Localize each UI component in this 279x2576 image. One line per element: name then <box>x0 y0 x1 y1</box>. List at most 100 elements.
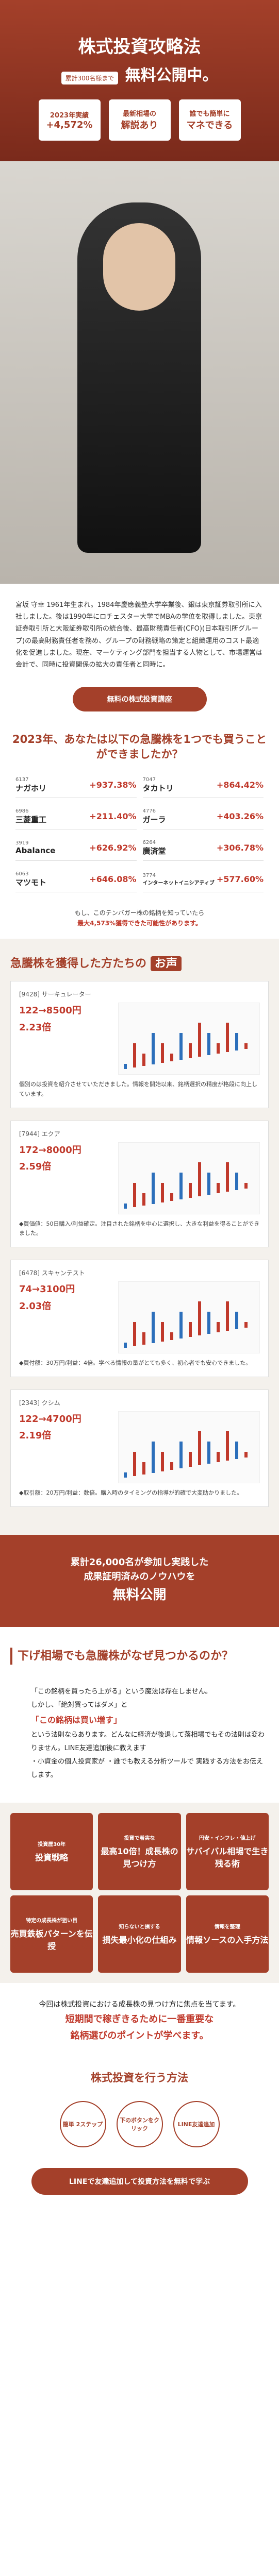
voices-title: 急騰株を獲得した方たちの お声 <box>10 954 269 972</box>
candle <box>124 1064 127 1070</box>
candle <box>189 1043 192 1059</box>
candle <box>133 1451 136 1476</box>
stock-item: 4776 ガーラ +403.26% <box>142 804 264 829</box>
hero-badge: 累計300名様まで <box>61 71 119 84</box>
candle <box>226 1301 229 1331</box>
steps-row: 簡単 2ステップ 下のボタンをクリック LINE友達追加 <box>0 2091 279 2158</box>
hero: 株式投資攻略法 累計300名様まで 無料公開中。 2023年実績 +4,572% … <box>0 0 279 161</box>
candle <box>152 1172 155 1204</box>
candle <box>133 1043 136 1068</box>
candle <box>124 1203 127 1209</box>
step-circle: 簡単 2ステップ <box>59 2101 106 2148</box>
candle <box>198 1431 201 1465</box>
candle-chart <box>118 1281 260 1354</box>
candle <box>217 1043 220 1054</box>
hero-subtitle: 無料公開中。 <box>125 66 218 84</box>
feature-tile: 円安・インフレ・値上げ サバイバル相場で生き残る術 <box>186 1812 269 1890</box>
hero-title: 株式投資攻略法 <box>78 37 201 57</box>
candle <box>244 1322 248 1328</box>
stock-item: 6264 廣済堂 +306.78% <box>142 836 264 861</box>
stock-item: 7047 タカトリ +864.42% <box>142 773 264 798</box>
feature-grid: 投資歴30年 投資戦略 投資で着実な 最高10倍！成長株の見つけ方 円安・インフレ・… <box>0 1802 279 1983</box>
free-course-button[interactable]: 無料の株式投資講座 <box>72 686 207 711</box>
feature-tile: 特定の成長株が狙い目 売買鉄板パターンを伝授 <box>10 1895 93 1973</box>
candle <box>179 1312 183 1339</box>
candle <box>179 1033 183 1060</box>
why-title: 下げ相場でも急騰株がなぜ見つかるのか？ <box>10 1647 269 1665</box>
stock-item: 3774 インターネットイニシアティブ +577.60% <box>142 867 264 892</box>
candle <box>244 1451 248 1458</box>
line-add-friend-button[interactable]: LINEで友達追加して投資方法を無料で学ぶ <box>31 2168 248 2195</box>
candle <box>189 1182 192 1198</box>
candle <box>161 1451 164 1471</box>
stock-item: 6137 ナガホリ +937.38% <box>15 773 137 798</box>
candle <box>170 1332 173 1341</box>
candle <box>133 1182 136 1207</box>
stat-card: 最新相場の 解説あり <box>108 99 171 141</box>
profile-photo <box>0 161 279 584</box>
candle <box>235 1172 238 1190</box>
candle-chart <box>118 1411 260 1483</box>
candle <box>170 1462 173 1470</box>
feature-tile: 投資歴30年 投資戦略 <box>10 1812 93 1890</box>
final-copy: 今回は株式投資における成長株の見つけ方に焦点を当てます。 短期間で稼ぎきるために… <box>39 2000 240 2042</box>
stock-item: 3919 Abalance +626.92% <box>15 836 137 861</box>
stat-card: 誰でも簡単に マネできる <box>178 99 241 141</box>
candle-chart <box>118 1142 260 1214</box>
candle-chart <box>118 1003 260 1075</box>
candle <box>207 1172 210 1195</box>
step-circle: 下のボタンをクリック <box>116 2101 163 2148</box>
step-circle: LINE友達追加 <box>173 2101 220 2148</box>
section1-title: 2023年、あなたは以下の急騰株を1つでも買うことができましたか？ <box>12 733 267 761</box>
candle <box>142 1462 145 1475</box>
why-copy: 「この銘柄を買ったら上がる」という魔法は存在しません。 しかし、「絶対買ってはダ… <box>31 1687 265 1779</box>
candle <box>124 1472 127 1478</box>
profile-text: 宮坂 守幸 1961年生まれ。1984年慶應義塾大学卒業後、銀は東京証券取引所に… <box>15 601 262 669</box>
candle <box>235 1312 238 1330</box>
candle <box>207 1312 210 1334</box>
proof-banner: 累計26,000名が参加し実践した 成果証明済みのノウハウを 無料公開 <box>0 1534 279 1627</box>
why-section: 下げ相場でも急騰株がなぜ見つかるのか？ 「この銘柄を買ったら上がる」という魔法は… <box>0 1626 279 1803</box>
candle <box>124 1343 127 1348</box>
stat-card: 2023年実績 +4,572% <box>38 99 101 141</box>
voice-card: [7944] エクア 172→8000円 2.59倍 ◆買価値：50日購入/利益確… <box>10 1120 269 1248</box>
candle <box>226 1023 229 1053</box>
candle <box>142 1332 145 1345</box>
candle <box>207 1033 210 1056</box>
candle <box>170 1054 173 1062</box>
stock-item: 6063 マツモト +646.08% <box>15 867 137 892</box>
voices-section: 急騰株を獲得した方たちの お声 [9428] サーキュレーター 122→8500… <box>0 939 279 1535</box>
candle <box>217 1182 220 1193</box>
candle <box>179 1441 183 1468</box>
candle <box>133 1322 136 1347</box>
voice-card: [6478] スキャンテスト 74→3100円 2.03倍 ◆買付額：30万円/利… <box>10 1260 269 1377</box>
candle <box>198 1162 201 1196</box>
feature-tile: 知らないと損する 損失最小化の仕組み <box>98 1895 181 1973</box>
candle <box>161 1043 164 1063</box>
candle <box>244 1182 248 1189</box>
feature-tile: 情報を整理 情報ソースの入手方法 <box>186 1895 269 1973</box>
candle <box>207 1441 210 1464</box>
candle <box>198 1301 201 1336</box>
candle <box>189 1451 192 1467</box>
steps-title: 株式投資を行う方法 <box>91 2071 188 2084</box>
candle <box>217 1451 220 1462</box>
candle <box>189 1322 192 1337</box>
feature-tile: 投資で着実な 最高10倍！成長株の見つけ方 <box>98 1812 181 1890</box>
candle <box>235 1033 238 1051</box>
candle <box>152 1033 155 1065</box>
candle <box>152 1312 155 1344</box>
candle <box>226 1162 229 1192</box>
person-face <box>103 223 175 311</box>
voice-card: [9428] サーキュレーター 122→8500円 2.23倍 個別のは投資を紹介… <box>10 981 269 1108</box>
candle <box>161 1322 164 1342</box>
candle <box>161 1182 164 1202</box>
candle <box>217 1322 220 1333</box>
candle <box>198 1023 201 1057</box>
hero-stats: 2023年実績 +4,572% 最新相場の 解説あり 誰でも簡単に マネできる <box>10 99 269 141</box>
stock-item: 6986 三菱重工 +211.40% <box>15 804 137 829</box>
stocks-note: もし、このテンバガー株の銘柄を知っていたら 最大4,573%獲得できた可能性があ… <box>74 909 205 927</box>
candle <box>152 1441 155 1473</box>
candle <box>170 1193 173 1201</box>
voice-card: [2343] クシム 122→4700円 2.19倍 ◆取引額：20万円/利益：数… <box>10 1389 269 1507</box>
